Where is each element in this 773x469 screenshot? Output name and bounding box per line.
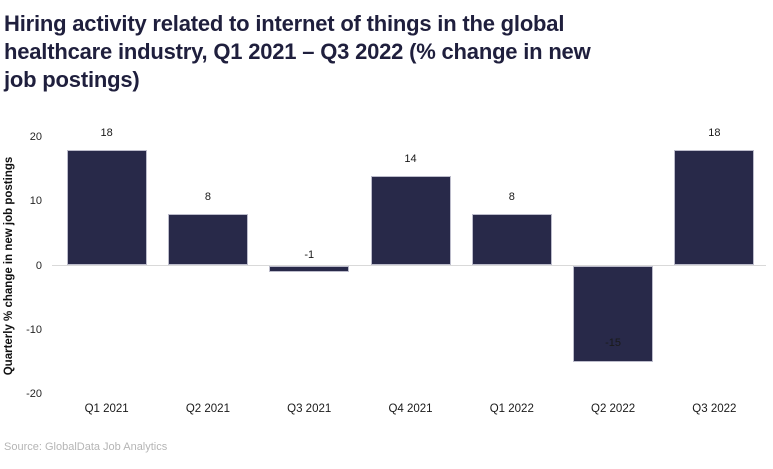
bar-value-label: 18 [100, 126, 113, 139]
y-tick-label: 0 [35, 259, 42, 272]
bar-value-label: 14 [404, 152, 417, 165]
bar [573, 265, 654, 362]
x-tick-label: Q1 2021 [84, 403, 129, 415]
bar [674, 149, 755, 266]
source-text: Source: GlobalData Job Analytics [4, 441, 168, 453]
x-tick-label: Q2 2021 [185, 403, 230, 415]
bar [66, 149, 147, 266]
y-tick-label: 10 [29, 195, 42, 208]
x-tick-label: Q3 2021 [287, 403, 332, 415]
y-tick-label: 20 [29, 131, 42, 143]
chart-title-line-3: job postings) [4, 67, 140, 92]
x-tick-label: Q4 2021 [388, 403, 433, 415]
zero-gridline [52, 265, 766, 266]
bar-value-label: 18 [708, 126, 721, 139]
y-tick-label: -10 [26, 323, 42, 336]
x-tick-label: Q3 2022 [692, 403, 737, 415]
chart-title-line-1: Hiring activity related to internet of t… [4, 11, 565, 36]
bar [471, 214, 552, 266]
bar-value-label: -15 [605, 336, 622, 349]
bar-value-label: 8 [204, 191, 211, 204]
bar [269, 265, 350, 272]
bar [370, 175, 451, 266]
y-tick-label: -20 [26, 388, 42, 400]
bar [167, 214, 248, 266]
chart-title: Hiring activity related to internet of t… [4, 10, 591, 94]
bar-value-label: -1 [304, 248, 315, 261]
chart-title-line-2: healthcare industry, Q1 2021 – Q3 2022 (… [4, 39, 591, 64]
x-tick-label: Q1 2022 [489, 403, 534, 415]
x-tick-label: Q2 2022 [591, 403, 636, 415]
bar-value-label: 8 [508, 191, 515, 204]
